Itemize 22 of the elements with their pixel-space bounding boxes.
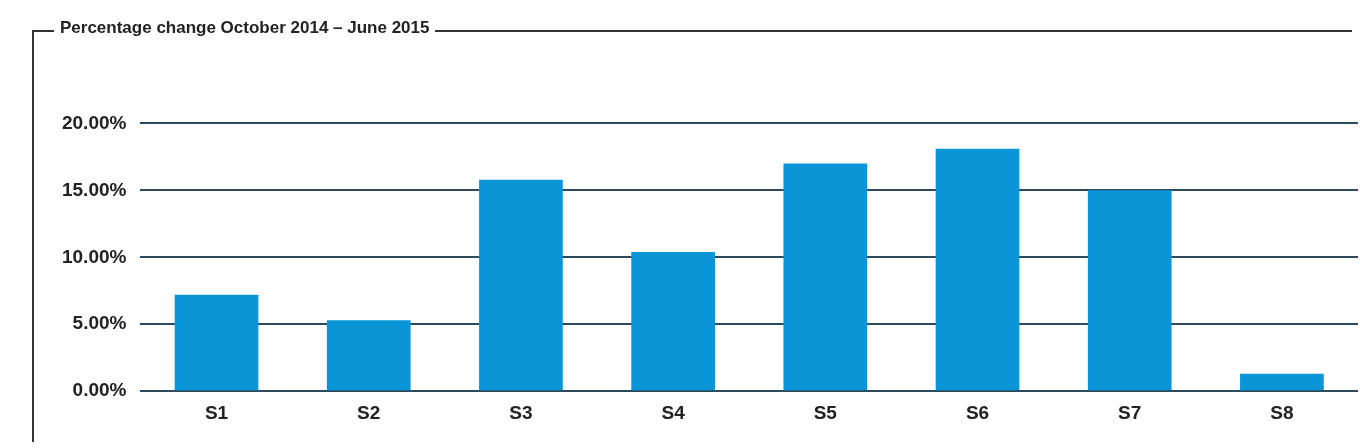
bar — [326, 320, 411, 391]
x-tick-label: S3 — [509, 401, 533, 423]
x-tick-label: S4 — [661, 401, 686, 423]
bar — [1087, 190, 1172, 391]
x-tick-label: S8 — [1270, 401, 1294, 423]
bar — [479, 179, 563, 391]
y-tick-label: 20.00% — [61, 111, 127, 133]
x-tick-label: S6 — [965, 401, 990, 423]
y-tick-label: 5.00% — [72, 312, 127, 334]
bar — [631, 251, 715, 391]
x-tick-label: S5 — [813, 401, 838, 423]
y-tick-label: 10.00% — [61, 245, 127, 267]
bar — [174, 294, 259, 391]
x-tick-label: S2 — [357, 401, 381, 423]
bar — [1240, 373, 1324, 391]
x-tick-label: S1 — [204, 401, 229, 423]
x-tick-label: S7 — [1118, 401, 1142, 423]
y-tick-label: 0.00% — [72, 379, 127, 401]
chart-title: Percentage change October 2014 – June 2015 — [54, 18, 436, 38]
bar — [935, 148, 1020, 391]
y-tick-label: 15.00% — [61, 178, 127, 200]
bar — [783, 163, 868, 391]
